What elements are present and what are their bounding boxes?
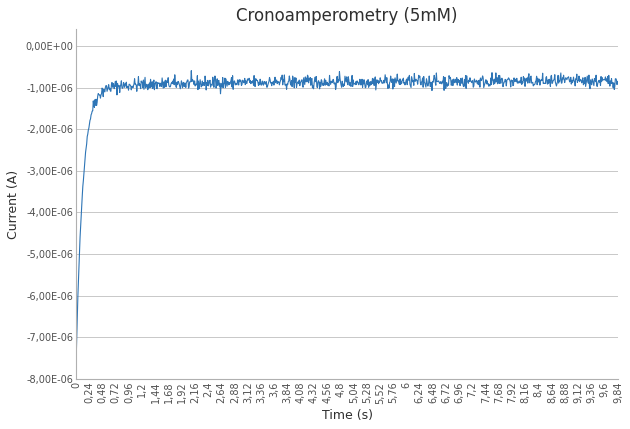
Title: Cronoamperometry (5mM): Cronoamperometry (5mM) xyxy=(236,7,458,25)
X-axis label: Time (s): Time (s) xyxy=(321,409,372,422)
Y-axis label: Current (A): Current (A) xyxy=(7,169,20,239)
